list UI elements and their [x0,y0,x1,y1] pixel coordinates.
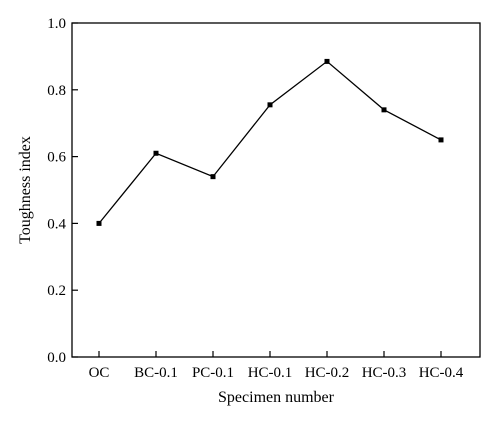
x-tick-label: OC [89,365,110,381]
y-tick-label: 0.4 [47,216,66,232]
data-point [96,220,102,226]
x-axis: OC BC-0.1 PC-0.1 HC-0.1 HC-0.2 HC-0.3 HC-0.4 [89,351,464,381]
x-tick-label: BC-0.1 [134,365,178,381]
x-tick-label: PC-0.1 [192,365,234,381]
data-point [153,150,159,156]
series-line [98,60,442,224]
data-point [438,137,444,143]
y-tick-label: 0.8 [47,83,66,99]
y-axis: 0.0 0.2 0.4 0.6 0.8 1.0 [47,16,78,366]
y-tick-label: 1.0 [47,16,66,32]
y-tick-label: 0.6 [47,150,66,166]
data-point [210,174,216,180]
x-axis-label: Specimen number [218,389,335,406]
x-tick-label: HC-0.3 [362,365,407,381]
y-axis-label: Toughness index [17,136,34,244]
x-tick-label: HC-0.4 [419,365,464,381]
data-point [324,58,330,64]
y-tick-label: 0.0 [47,350,66,366]
plot-frame [71,22,481,358]
x-tick-label: HC-0.2 [305,365,350,381]
series-markers [96,58,444,226]
y-tick-label: 0.2 [47,283,66,299]
x-tick-label: HC-0.1 [248,365,293,381]
data-point [381,107,387,113]
data-point [267,102,273,108]
